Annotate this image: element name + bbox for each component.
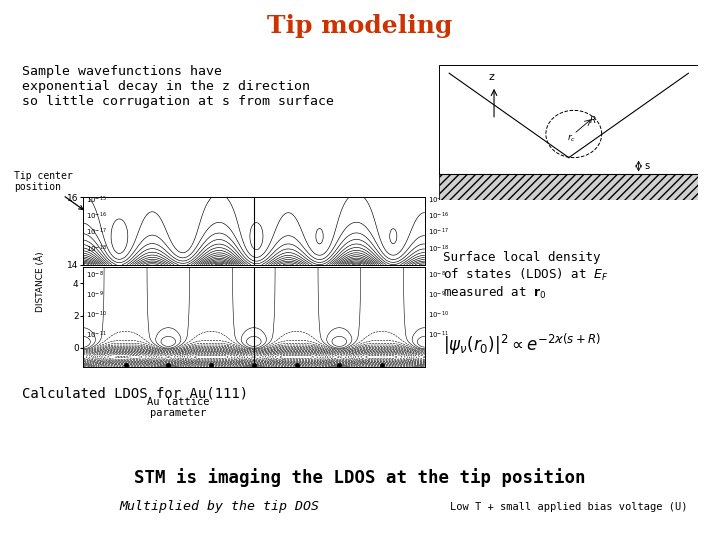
Text: $10^{-8}$: $10^{-8}$ [86, 269, 104, 281]
Text: $10^{-15}$: $10^{-15}$ [428, 195, 449, 206]
Text: $10^{-17}$: $10^{-17}$ [86, 227, 107, 238]
Text: $10^{-10}$: $10^{-10}$ [86, 309, 107, 321]
Text: z: z [488, 72, 494, 82]
Text: DISTANCE (Å): DISTANCE (Å) [35, 252, 45, 313]
Text: Low T + small applied bias voltage (U): Low T + small applied bias voltage (U) [450, 502, 688, 511]
Text: s: s [644, 161, 649, 171]
Text: $10^{-16}$: $10^{-16}$ [428, 211, 449, 221]
Text: $r_c$: $r_c$ [567, 133, 576, 144]
Text: $10^{-16}$: $10^{-16}$ [86, 211, 107, 221]
Text: $10^{-11}$: $10^{-11}$ [86, 329, 107, 341]
Text: $10^{-18}$: $10^{-18}$ [428, 244, 449, 255]
Text: Surface local density
of states (LDOS) at $E_F$
measured at $\mathbf{r}_0$: Surface local density of states (LDOS) a… [443, 251, 608, 301]
Text: Tip center
position: Tip center position [14, 171, 83, 210]
Text: $10^{-11}$: $10^{-11}$ [428, 329, 449, 341]
Text: $\left|\psi_\nu(r_0)\right|^2 \propto e^{-2\varkappa(s+R)}$: $\left|\psi_\nu(r_0)\right|^2 \propto e^… [443, 332, 600, 357]
Text: $10^{-8}$: $10^{-8}$ [428, 269, 446, 281]
Text: $10^{-10}$: $10^{-10}$ [428, 309, 449, 321]
Text: STM is imaging the LDOS at the tip position: STM is imaging the LDOS at the tip posit… [134, 468, 586, 488]
Text: $10^{-17}$: $10^{-17}$ [428, 227, 449, 238]
Text: Sample wavefunctions have
exponential decay in the z direction
so little corruga: Sample wavefunctions have exponential de… [22, 65, 333, 108]
Text: Calculated LDOS for Au(111): Calculated LDOS for Au(111) [22, 386, 248, 400]
Text: $10^{-9}$: $10^{-9}$ [86, 289, 104, 301]
Text: $10^{-18}$: $10^{-18}$ [86, 244, 107, 255]
Text: Multiplied by the tip DOS: Multiplied by the tip DOS [120, 500, 320, 513]
Text: $10^{-15}$: $10^{-15}$ [86, 195, 107, 206]
Text: $10^{-9}$: $10^{-9}$ [428, 289, 446, 301]
Text: Au lattice
parameter: Au lattice parameter [148, 397, 210, 418]
Text: $R$: $R$ [589, 114, 597, 125]
Text: Tip modeling: Tip modeling [267, 14, 453, 37]
